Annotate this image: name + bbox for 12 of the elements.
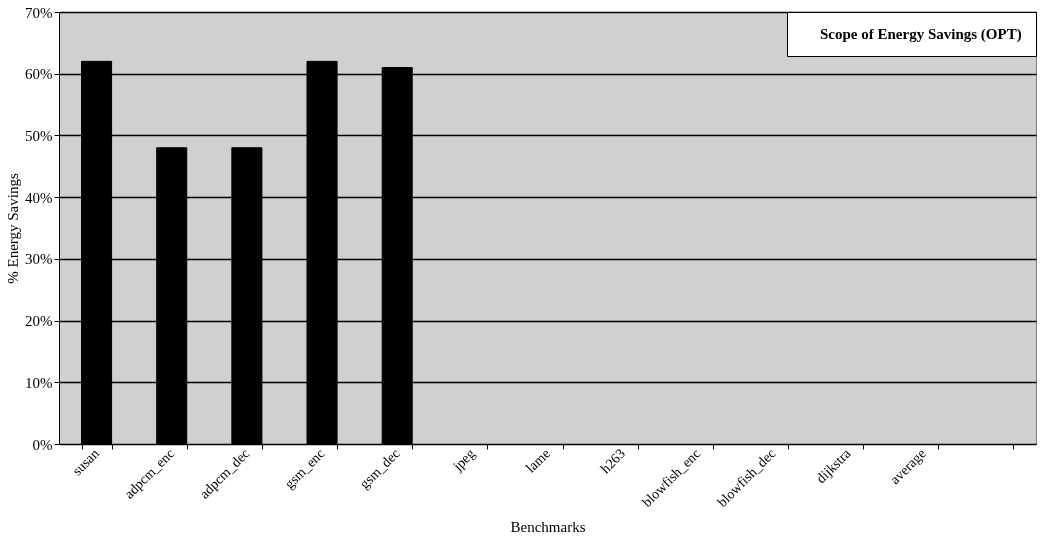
y-tick-label: 60% (25, 66, 53, 83)
y-tick-label: 0% (32, 436, 53, 453)
y-tick-label: 50% (25, 127, 53, 144)
y-tick-label: 40% (25, 189, 53, 206)
y-tick-label: 20% (25, 313, 53, 330)
y-axis-title: % Energy Savings (5, 173, 21, 284)
x-axis-title: Benchmarks (510, 518, 586, 535)
x-tick-label: lame (523, 445, 553, 476)
y-tick-label: 10% (25, 374, 53, 391)
y-tick-label: 70% (25, 4, 53, 21)
text: Scope of Energy Savings (OPT) (820, 25, 1022, 43)
y-tick-label: 30% (25, 251, 53, 268)
